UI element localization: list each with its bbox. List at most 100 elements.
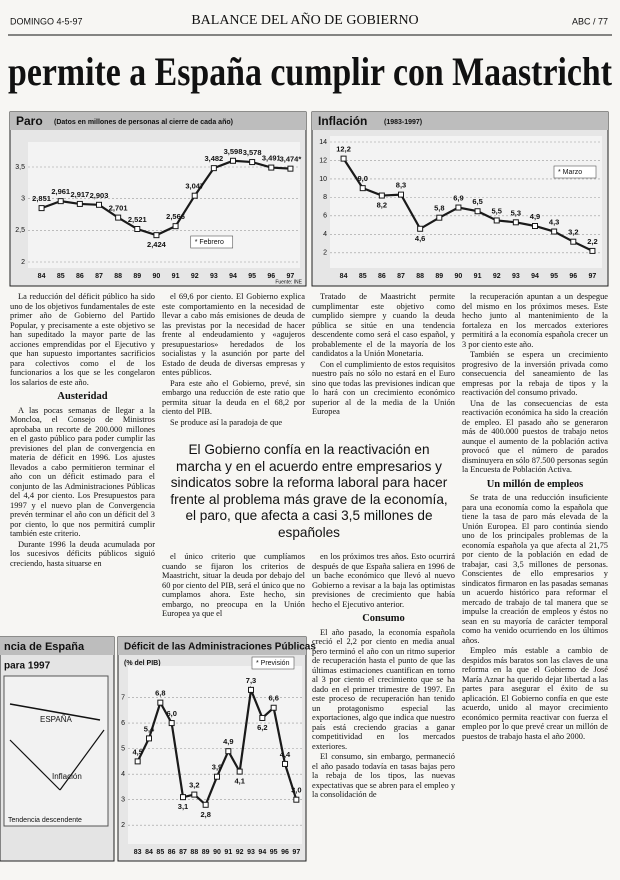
data-point xyxy=(259,714,266,721)
x-tick-label: 87 xyxy=(179,849,187,856)
data-point xyxy=(210,165,217,172)
y-tick-label: 2,5 xyxy=(15,227,25,234)
fragment-label: Tendencia descendente xyxy=(8,817,82,824)
data-point xyxy=(76,200,83,207)
x-tick-label: 90 xyxy=(153,273,161,280)
x-tick-label: 96 xyxy=(267,273,275,280)
data-point xyxy=(248,686,254,693)
x-tick-label: 90 xyxy=(213,849,221,856)
value-label: 6,6 xyxy=(268,694,278,703)
paragraph: A las pocas semanas de llegar a la Moncl… xyxy=(10,405,155,539)
paragraph: Con el cumplimiento de estos requisitos … xyxy=(312,359,455,417)
x-tick-label: 91 xyxy=(474,273,482,280)
x-tick-label: 86 xyxy=(168,849,176,856)
fragment-label: ESPAÑA xyxy=(40,715,73,724)
paragraph: Se produce así la paradoja de que xyxy=(170,417,283,427)
value-label: 6,9 xyxy=(453,194,463,203)
value-label: 3,0 xyxy=(291,786,301,795)
data-point xyxy=(214,773,220,780)
value-label: 8,3 xyxy=(396,181,406,190)
data-point xyxy=(202,801,209,808)
x-tick-label: 84 xyxy=(340,273,348,280)
chart-subtitle: (1983-1997) xyxy=(384,119,422,126)
legend-box xyxy=(190,235,234,249)
x-tick-label: 92 xyxy=(493,273,501,280)
fragment-title-bar xyxy=(0,637,114,655)
fragment-line xyxy=(9,739,61,791)
value-label: 9,0 xyxy=(357,174,367,183)
data-point xyxy=(180,794,186,801)
value-label: 4,6 xyxy=(415,234,425,243)
data-point xyxy=(398,191,404,198)
y-tick-label: 6 xyxy=(323,213,327,220)
data-point xyxy=(225,748,232,755)
y-tick-label: 12 xyxy=(319,157,327,164)
data-point xyxy=(191,791,198,798)
legend-note: * Marzo xyxy=(558,169,582,176)
fragment-line xyxy=(9,703,101,721)
x-tick-label: 91 xyxy=(172,273,180,280)
data-point xyxy=(96,201,102,208)
y-tick-label: 3,5 xyxy=(15,164,25,171)
value-label: 2,903 xyxy=(90,191,109,200)
data-point xyxy=(532,223,538,229)
value-label: 7,3 xyxy=(246,676,256,685)
value-label: 2,917 xyxy=(70,190,89,199)
data-point xyxy=(249,159,256,166)
value-label: 2,2 xyxy=(587,237,597,246)
paragraph: El consumo, sin embargo, permaneció el a… xyxy=(312,752,455,799)
text-column: el único criterio que cumplíamos cuando … xyxy=(162,552,305,626)
x-tick-label: 88 xyxy=(114,273,122,280)
title-bar xyxy=(10,112,306,130)
text-column: Tratado de Maastricht permite cumpliment… xyxy=(312,292,455,434)
paragraph: Para este año el Gobierno, prevé, sin em… xyxy=(162,378,305,417)
x-tick-label: 97 xyxy=(287,273,295,280)
data-point xyxy=(455,204,462,211)
y-tick-label: 5 xyxy=(121,745,125,752)
x-tick-label: 88 xyxy=(190,849,198,856)
y-tick-label: 2 xyxy=(121,822,125,829)
value-label: 6,5 xyxy=(472,197,482,206)
data-point xyxy=(38,205,45,212)
data-point xyxy=(436,214,443,221)
pull-quote: El Gobierno confía en la reactivación en… xyxy=(170,442,448,540)
data-point xyxy=(378,192,385,199)
data-point xyxy=(153,232,160,239)
data-point xyxy=(191,192,198,199)
data-line xyxy=(41,159,291,237)
x-tick-label: 96 xyxy=(569,273,577,280)
y-tick-label: 8 xyxy=(323,194,327,201)
text-column: en los próximos tres años. Esto ocurrirá… xyxy=(312,552,455,862)
fragment-title: ncia de España xyxy=(4,641,85,653)
data-line xyxy=(342,158,593,252)
data-point xyxy=(146,735,152,742)
x-tick-label: 92 xyxy=(191,273,199,280)
x-tick-label: 87 xyxy=(397,273,405,280)
heading: Austeridad xyxy=(57,391,108,402)
paragraph: El año pasado, la economía española crec… xyxy=(312,627,455,751)
value-label: 5,5 xyxy=(491,206,501,215)
date: DOMINGO 4-5-97 xyxy=(10,16,83,26)
data-point xyxy=(570,238,577,245)
y-tick-label: 2 xyxy=(21,259,25,266)
value-label: 2,424 xyxy=(147,240,167,249)
headline: permite a España cumplir con Maastricht xyxy=(8,49,613,94)
title-bar xyxy=(118,637,306,655)
text-column: el 69,6 por ciento. El Gobierno explica … xyxy=(162,292,305,434)
data-point xyxy=(230,157,236,164)
data-point xyxy=(270,704,277,711)
data-point xyxy=(134,226,141,233)
x-tick-label: 94 xyxy=(229,273,237,280)
data-point xyxy=(474,208,481,215)
value-label: 3,2 xyxy=(568,228,578,237)
value-label: 3,1 xyxy=(178,802,188,811)
value-label: 2,8 xyxy=(200,810,210,819)
x-tick-label: 93 xyxy=(247,849,255,856)
x-tick-label: 93 xyxy=(512,273,520,280)
section: BALANCE DEL AÑO DE GOBIERNO xyxy=(191,12,418,28)
value-label: 3,9 xyxy=(212,763,222,772)
y-tick-label: 6 xyxy=(121,720,125,727)
chart-subtitle: (% del PIB) xyxy=(124,660,161,667)
x-tick-label: 83 xyxy=(134,849,142,856)
data-point xyxy=(293,796,300,803)
